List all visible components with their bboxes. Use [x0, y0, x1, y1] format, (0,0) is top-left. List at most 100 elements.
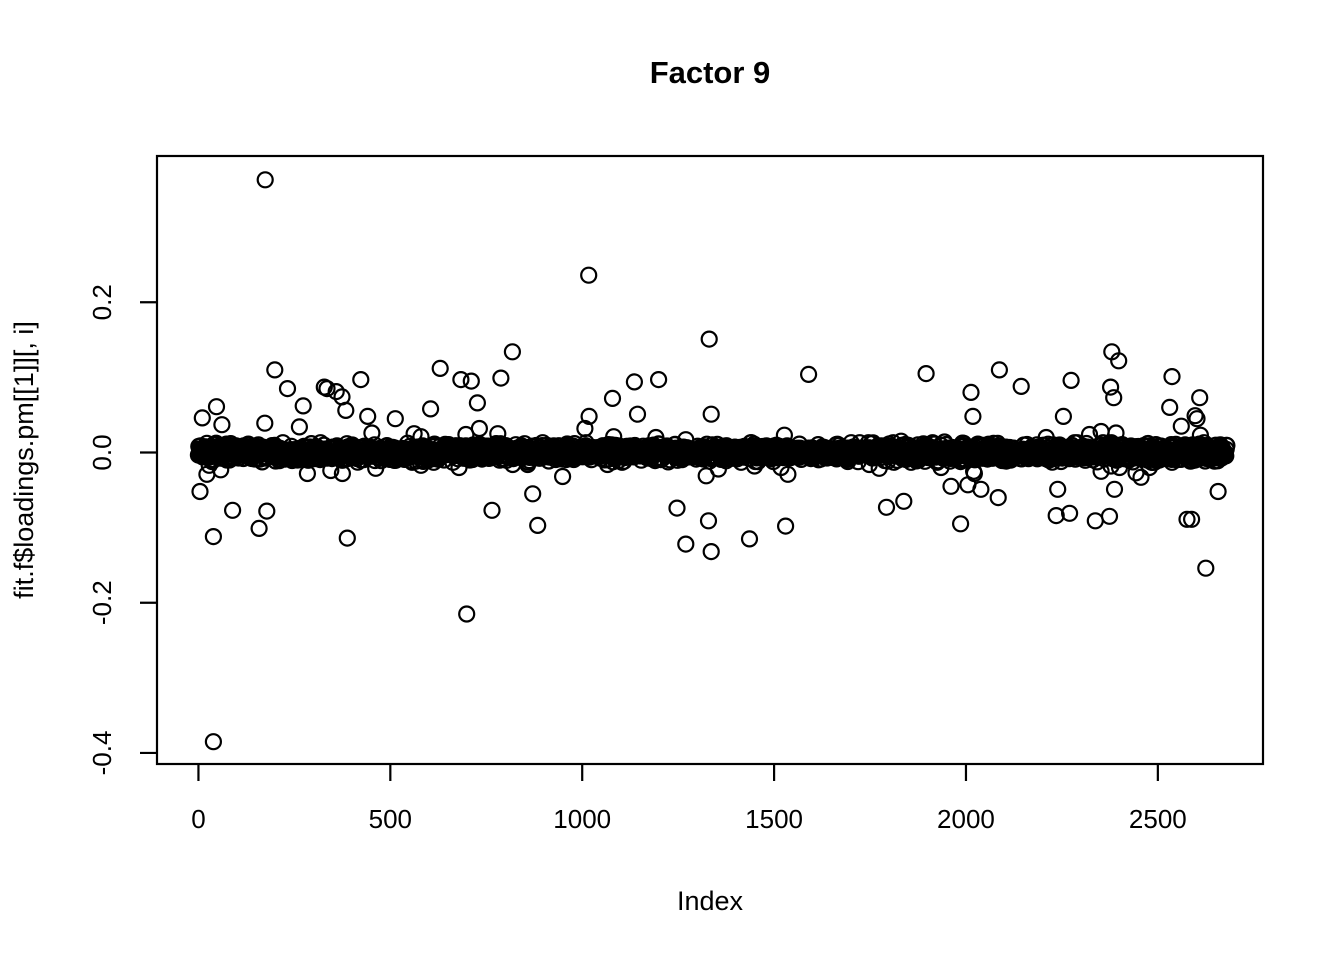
outlier-point [1037, 428, 1055, 447]
outlier-point [1132, 468, 1150, 486]
outlier-point [1182, 510, 1201, 528]
outlier-point [483, 501, 501, 519]
outlier-point [256, 171, 274, 189]
outlier-point [649, 371, 668, 389]
chart-title: Factor 9 [650, 55, 771, 90]
outlier-point [327, 383, 345, 401]
y-axis-label: fit.f$loadings.pm[[1]][, i] [9, 321, 39, 599]
outlier-point [1105, 389, 1123, 407]
outlier-point [1100, 507, 1119, 525]
outlier-point [529, 516, 547, 535]
outlier-point [580, 407, 598, 425]
outlier-point [294, 397, 312, 415]
outlier-point [212, 461, 230, 479]
outlier-point [1191, 389, 1209, 407]
plot-box-border [155, 154, 1265, 766]
outlier-point [1107, 424, 1125, 442]
outlier-point [895, 492, 913, 510]
outlier-point [951, 515, 970, 533]
outlier-point [775, 426, 794, 444]
outlier-point [932, 458, 950, 477]
outlier-point [668, 499, 686, 517]
outlier-point [431, 359, 449, 377]
outlier-point [492, 369, 510, 387]
outlier-point [489, 425, 507, 443]
outlier-point [842, 434, 860, 452]
outlier-point [699, 512, 718, 530]
outlier-point [290, 418, 308, 436]
outlier-point [452, 371, 470, 389]
outlier-point [964, 407, 982, 425]
outlier-point [207, 398, 226, 416]
x-axis: 0 500 1000 1500 2000 2500 [191, 764, 1187, 834]
outlier-point [193, 409, 211, 427]
outlier-point [1197, 559, 1215, 577]
outlier-point [942, 477, 960, 495]
outlier-point [1145, 453, 1164, 471]
outlier-point [1140, 458, 1159, 477]
x-tick-label: 1000 [553, 804, 611, 834]
x-tick-label: 500 [369, 804, 412, 834]
outlier-point [191, 482, 209, 501]
outlier-point [625, 373, 644, 391]
outlier-point [213, 416, 231, 434]
outlier-point [709, 460, 728, 478]
outlier-point [962, 383, 980, 401]
band-point [1218, 436, 1236, 455]
outlier-point [458, 605, 476, 623]
outlier-point [200, 456, 218, 474]
outlier-point [1092, 462, 1110, 480]
outlier-point [989, 489, 1007, 507]
outlier-point [776, 517, 795, 535]
outlier-point [1110, 458, 1129, 477]
outlier-point [603, 389, 622, 407]
outlier-point [1105, 480, 1124, 498]
outlier-point [553, 467, 572, 486]
outlier-point [322, 461, 340, 480]
outlier-point [702, 542, 720, 561]
outlier-point [628, 405, 647, 423]
outlier-point [605, 428, 623, 446]
outlier-point [1047, 506, 1065, 525]
outlier-point [892, 432, 910, 450]
band-point [1217, 447, 1235, 465]
y-tick-label: 0.0 [87, 434, 117, 470]
outlier-point [333, 464, 351, 483]
outlier-point [367, 459, 385, 477]
outlier-point [503, 343, 522, 361]
outlier-point [870, 459, 888, 477]
outlier-point [462, 372, 480, 390]
outlier-point [1178, 510, 1196, 528]
outlier-point [860, 455, 878, 474]
outlier-point [580, 266, 598, 284]
outlier-point [647, 428, 665, 447]
outlier-point [1161, 398, 1179, 416]
outlier-point [450, 458, 468, 477]
y-tick-label: 0.2 [87, 284, 117, 320]
outlier-point [700, 330, 718, 348]
outlier-point [772, 458, 790, 477]
outlier-point [204, 733, 222, 751]
outlier-point [1172, 417, 1190, 435]
outlier-point [1080, 425, 1099, 444]
x-tick-label: 2500 [1129, 804, 1187, 834]
x-tick-label: 1500 [745, 804, 803, 834]
outlier-point [278, 380, 297, 398]
outlier-point [338, 529, 356, 547]
outlier-point [224, 501, 242, 519]
outlier-point [1101, 378, 1120, 396]
dense-band-points [189, 434, 1236, 471]
outlier-point [519, 455, 537, 474]
outlier-point [990, 361, 1009, 379]
outlier-point [363, 424, 381, 442]
x-axis-label: Index [677, 886, 744, 916]
y-tick-label: -0.4 [87, 731, 117, 776]
outlier-point [1012, 377, 1030, 395]
outlier-point [468, 394, 486, 412]
outlier-point [352, 371, 370, 389]
outlier-point [877, 498, 896, 516]
outlier-point [1054, 407, 1073, 425]
outlier-point [702, 405, 720, 423]
outlier-point [1186, 407, 1204, 425]
